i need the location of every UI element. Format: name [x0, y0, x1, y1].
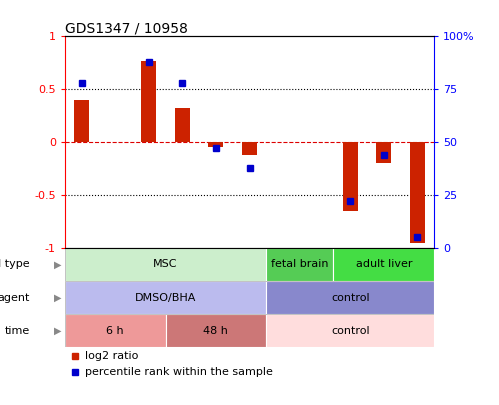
Text: control: control — [331, 326, 370, 336]
Text: control: control — [331, 293, 370, 303]
Text: 6 h: 6 h — [106, 326, 124, 336]
Text: DMSO/BHA: DMSO/BHA — [135, 293, 196, 303]
Bar — [376, 142, 391, 163]
Text: fetal brain: fetal brain — [271, 260, 329, 269]
Text: GDS1347 / 10958: GDS1347 / 10958 — [65, 21, 188, 35]
Text: cell type: cell type — [0, 260, 30, 269]
Bar — [266, 281, 434, 314]
Text: ▶: ▶ — [53, 293, 61, 303]
Bar — [333, 248, 434, 281]
Bar — [65, 314, 166, 347]
Text: ▶: ▶ — [53, 260, 61, 269]
Text: log2 ratio: log2 ratio — [85, 351, 138, 361]
Text: agent: agent — [0, 293, 30, 303]
Text: time: time — [4, 326, 30, 336]
Bar — [65, 248, 266, 281]
Text: adult liver: adult liver — [355, 260, 412, 269]
Bar — [410, 142, 425, 243]
Text: percentile rank within the sample: percentile rank within the sample — [85, 367, 273, 377]
Text: 48 h: 48 h — [204, 326, 229, 336]
Bar — [209, 142, 224, 147]
Bar — [74, 100, 89, 142]
Bar — [65, 281, 266, 314]
Text: MSC: MSC — [153, 260, 178, 269]
Bar — [141, 61, 156, 142]
Text: ▶: ▶ — [53, 326, 61, 336]
Bar — [242, 142, 257, 155]
Bar — [175, 108, 190, 142]
Bar — [266, 314, 434, 347]
Bar — [343, 142, 358, 211]
Bar — [166, 314, 266, 347]
Bar — [266, 248, 333, 281]
